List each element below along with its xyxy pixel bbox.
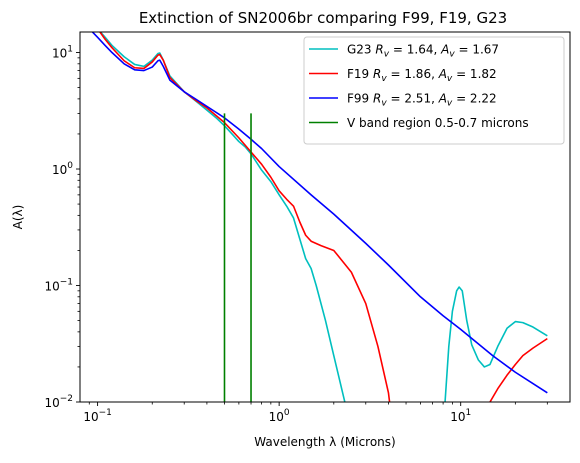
legend-label: G23 Rv = 1.64, Av = 1.67 bbox=[347, 43, 499, 60]
chart-title: Extinction of SN2006br comparing F99, F1… bbox=[139, 9, 507, 27]
legend-label: F19 Rv = 1.86, Av = 1.82 bbox=[347, 67, 497, 84]
legend-label: F99 Rv = 2.51, Av = 2.22 bbox=[347, 92, 497, 109]
legend-label: V band region 0.5-0.7 microns bbox=[347, 116, 529, 130]
x-tick-label: 100 bbox=[269, 408, 290, 424]
x-tick-label: 10−1 bbox=[83, 408, 112, 424]
plot-frame bbox=[79, 31, 571, 403]
y-tick-label: 10−1 bbox=[44, 278, 73, 294]
tick-layer: 10−1 100 101 10−2 10−1 100 101 bbox=[44, 45, 548, 424]
y-tick-label: 100 bbox=[52, 161, 73, 177]
series-line-f99-4 bbox=[91, 32, 548, 394]
legend: G23 Rv = 1.64, Av = 1.67 F19 Rv = 1.86, A… bbox=[303, 36, 565, 145]
series-line-f19-2 bbox=[98, 32, 391, 402]
series-line-g23-0 bbox=[99, 32, 346, 402]
series-line-g23-1 bbox=[444, 286, 548, 402]
series-layer bbox=[91, 32, 548, 402]
x-tick-label: 101 bbox=[450, 408, 471, 424]
x-axis-label: Wavelength λ (Microns) bbox=[254, 435, 395, 449]
legend-box bbox=[303, 36, 565, 145]
y-tick-label: 10−2 bbox=[44, 394, 73, 410]
y-tick-label: 101 bbox=[52, 45, 73, 61]
y-axis-label: A(λ) bbox=[11, 205, 25, 230]
